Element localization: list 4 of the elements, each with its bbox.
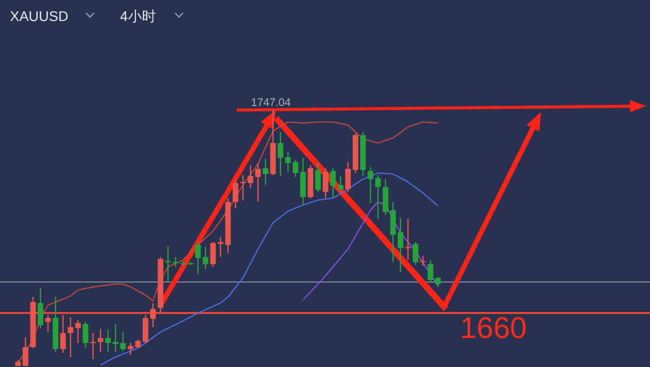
- chart-subtitle: 4小时: [120, 8, 156, 24]
- annotation: 1747.04: [251, 97, 291, 109]
- text: 1660: [460, 312, 527, 346]
- chart-title: XAUUSD: [10, 8, 68, 24]
